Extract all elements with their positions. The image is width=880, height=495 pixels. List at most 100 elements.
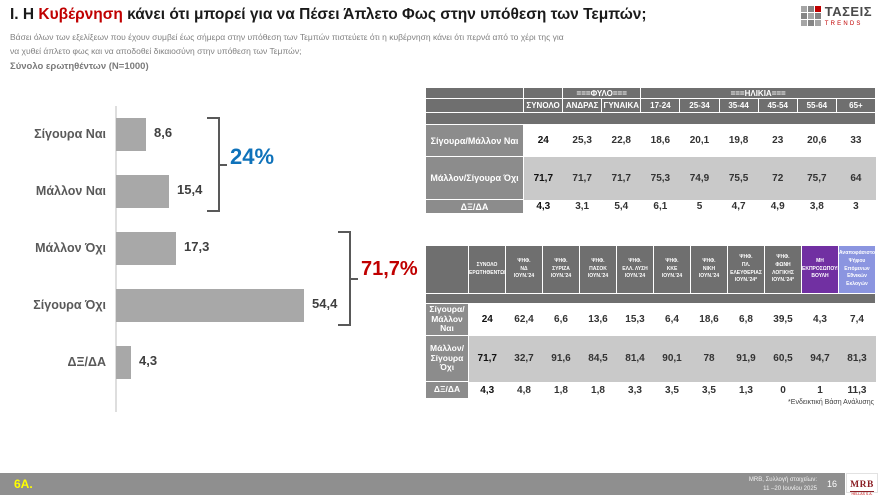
value-cell: 60,5 <box>764 335 802 382</box>
value-cell: 1,8 <box>542 381 580 399</box>
column-header-cell: ΑΝΔΡΑΣ <box>562 98 603 113</box>
bar-value-label: 4,3 <box>139 353 158 368</box>
value-cell: 24 <box>468 303 506 336</box>
bar <box>116 289 304 322</box>
row-label-cell: ΔΞ/ΔΑ <box>425 199 524 214</box>
value-cell: 91,9 <box>727 335 765 382</box>
value-cell: 71,7 <box>562 156 602 200</box>
value-cell: 5,4 <box>601 199 641 214</box>
value-cell: 15,3 <box>616 303 654 336</box>
row-label-cell: Μάλλον/Σίγουρα Όχι <box>425 335 469 382</box>
bar-value-label: 8,6 <box>154 125 173 140</box>
footer-bar: 6Α. MRB, Συλλογή στοιχείων: 11 –20 Ιουνί… <box>0 473 845 495</box>
table-row: Μάλλον/Σίγουρα Όχι 71,7 32,7 91,6 84,5 81,4 90… <box>425 335 876 382</box>
value-cell: 18,6 <box>690 303 728 336</box>
column-header-cell: ΨΗΦ. ΝΔ ΙΟΥΝ.'24 <box>505 245 543 294</box>
value-cell: 1,3 <box>727 381 765 399</box>
column-header-cell: Αναποφάσιστοι Ψήφου Επόμενων Εθνικών Εκλ… <box>838 245 876 294</box>
value-cell: 90,1 <box>653 335 691 382</box>
value-cell: 62,4 <box>505 303 543 336</box>
column-header-cell: 65+ <box>835 98 877 113</box>
bar-value-label: 15,4 <box>177 182 203 197</box>
taseis-logo-text: ΤΑΣΕΙΣ <box>824 4 872 19</box>
title-highlight: Κυβέρνηση <box>38 6 123 23</box>
bar <box>116 232 176 265</box>
value-cell: 75,7 <box>797 156 837 200</box>
value-cell: 24 <box>523 124 563 157</box>
column-header-cell: ΨΗΦ. ΕΛΛ. ΛΥΣΗ ΙΟΥΝ.'24 <box>616 245 654 294</box>
value-cell: 74,9 <box>679 156 720 200</box>
column-header-cell: 25-34 <box>679 98 720 113</box>
bar-value-label: 17,3 <box>184 239 210 254</box>
bar-category-label: Σίγουρα Ναι <box>34 127 106 141</box>
bar <box>116 118 146 151</box>
value-cell: 1 <box>801 381 839 399</box>
mrb-logo-subtext: HELLAS S.A. <box>851 492 873 495</box>
bar-category-label: Μάλλον Ναι <box>35 184 106 198</box>
table-row: ΔΞ/ΔΑ 4,3 3,1 5,4 6,1 5 4,7 4,9 3,8 3 <box>425 199 876 214</box>
value-cell: 72 <box>758 156 798 200</box>
value-cell: 3,1 <box>562 199 602 214</box>
row-label-cell: Μάλλον/Σίγουρα Όχι <box>425 156 524 200</box>
source-note: MRB, Συλλογή στοιχείων: 11 –20 Ιουνίου 2… <box>749 476 817 495</box>
value-cell: 6,4 <box>653 303 691 336</box>
bar-category-label: ΔΞ/ΔΑ <box>67 355 106 369</box>
bar-category-label: Σίγουρα Όχι <box>33 298 106 312</box>
taseis-logo: ΤΑΣΕΙΣ TRENDS <box>800 4 872 27</box>
value-cell: 71,7 <box>468 335 506 382</box>
row-label-cell: Σίγουρα/Μάλλον Ναι <box>425 303 469 336</box>
party-vote-table: ΣΥΝΟΛΟ ΕΡΩΤΗΘΕΝΤΩΝ ΨΗΦ. ΝΔ ΙΟΥΝ.'24 ΨΗΦ. Σ… <box>425 245 876 399</box>
no-total-annotation: 71,7% <box>361 258 418 280</box>
value-cell: 19,8 <box>719 124 759 157</box>
column-header-cell: 35-44 <box>718 98 759 113</box>
column-header-cell: 55-64 <box>796 98 837 113</box>
value-cell: 4,9 <box>758 199 798 214</box>
spacer-cell <box>425 112 876 125</box>
value-cell: 0 <box>764 381 802 399</box>
title-rest: κάνει ότι μπορεί για να Πέσει Άπλετο Φως… <box>122 6 647 23</box>
yes-group-bracket <box>207 117 227 212</box>
table-row: Μάλλον/Σίγουρα Όχι 71,7 71,7 71,7 75,3 74,9 75… <box>425 156 876 200</box>
column-header-row: ΣΥΝΟΛΟ ΑΝΔΡΑΣ ΓΥΝΑΙΚΑ 17-24 25-34 35-44 45-54 5… <box>425 98 877 113</box>
value-cell: 3,5 <box>690 381 728 399</box>
value-cell: 84,5 <box>579 335 617 382</box>
value-cell: 32,7 <box>505 335 543 382</box>
value-cell: 71,7 <box>601 156 641 200</box>
value-cell: 7,4 <box>838 303 876 336</box>
column-header-cell: 45-54 <box>757 98 798 113</box>
group-header-cell: ===ΗΛΙΚΙΑ=== <box>640 87 876 99</box>
column-header-cell: ΨΗΦ. ΝΙΚΗ ΙΟΥΝ.'24 <box>690 245 728 294</box>
corner-cell <box>425 245 469 294</box>
value-cell: 1,8 <box>579 381 617 399</box>
trends-logo-text: TRENDS <box>824 21 863 27</box>
yes-total-annotation: 24% <box>230 144 275 169</box>
source-line-2: 11 –20 Ιουνίου 2025 <box>763 486 817 493</box>
column-header-cell: ΨΗΦ. ΚΚΕ ΙΟΥΝ.'24 <box>653 245 691 294</box>
value-cell: 39,5 <box>764 303 802 336</box>
value-cell: 3 <box>836 199 876 214</box>
page-number: 16 <box>826 479 837 489</box>
value-cell: 71,7 <box>523 156 563 200</box>
value-cell: 22,8 <box>601 124 641 157</box>
value-cell: 4,3 <box>468 381 506 399</box>
value-cell: 23 <box>758 124 798 157</box>
value-cell: 64 <box>836 156 876 200</box>
value-cell: 18,6 <box>640 124 680 157</box>
spacer-row <box>425 293 876 304</box>
corner-cell <box>425 98 524 113</box>
value-cell: 3,8 <box>797 199 837 214</box>
value-cell: 11,3 <box>838 381 876 399</box>
question-text: Βάσει όλων των εξελίξεων που έχουν συμβε… <box>10 31 564 58</box>
opinion-bar-chart: 24% 71,7% Σίγουρα Ναι 8,6 Μάλλον Ναι 15,4 Μά… <box>18 90 438 412</box>
value-cell: 78 <box>690 335 728 382</box>
value-cell: 81,4 <box>616 335 654 382</box>
group-header-row: ===ΦΥΛΟ=== ===ΗΛΙΚΙΑ=== <box>425 87 876 99</box>
value-cell: 91,6 <box>542 335 580 382</box>
bar <box>116 346 131 379</box>
value-cell: 94,7 <box>801 335 839 382</box>
bar <box>116 175 169 208</box>
value-cell: 6,1 <box>640 199 680 214</box>
table-footnote: *Ενδεικτική Βάση Ανάλυσης <box>788 399 874 406</box>
value-cell: 5 <box>679 199 720 214</box>
